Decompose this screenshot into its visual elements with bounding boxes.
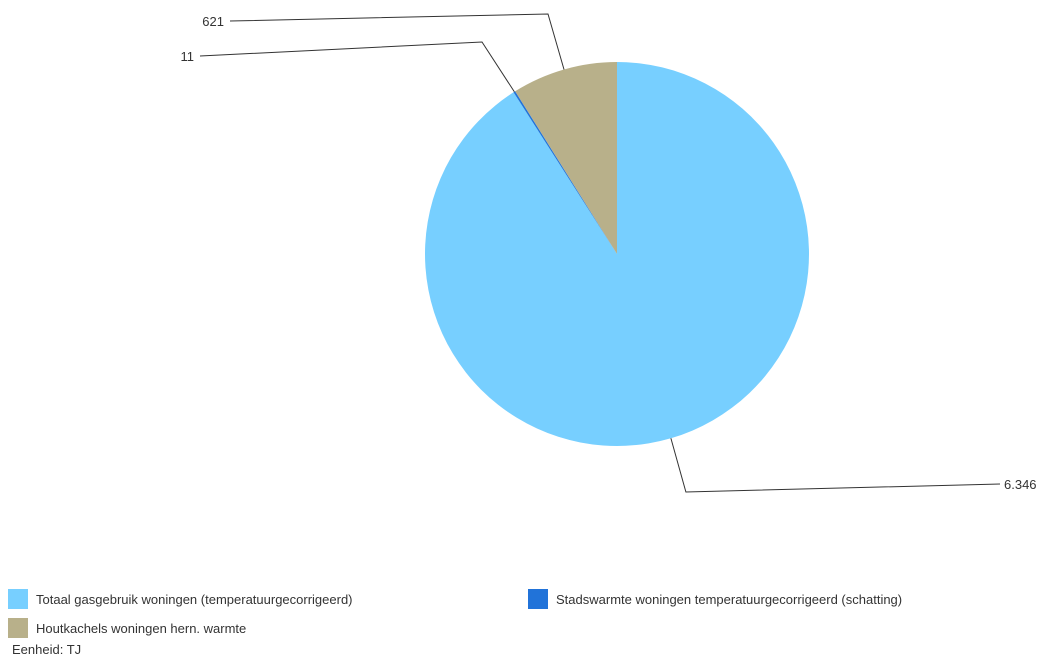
legend-label-gas: Totaal gasgebruik woningen (temperatuurg… [36, 591, 353, 607]
legend-label-stadswarmte: Stadswarmte woningen temperatuurgecorrig… [556, 591, 903, 607]
leader-lines [199, 13, 1001, 493]
pie-slice-gas[interactable] [425, 62, 810, 447]
legend-swatch-gas [8, 589, 28, 609]
legend: Totaal gasgebruik woningen (temperatuurg… [0, 580, 1054, 666]
pie-chart: 6.346 11 621 [181, 13, 1037, 493]
leader-line-stadswarmte [199, 41, 515, 93]
leader-line-houtkachels [229, 13, 565, 70]
legend-item-gas[interactable]: Totaal gasgebruik woningen (temperatuurg… [8, 589, 353, 609]
leader-line-gas [670, 438, 1001, 493]
legend-item-stadswarmte[interactable]: Stadswarmte woningen temperatuurgecorrig… [528, 589, 902, 609]
legend-item-houtkachels[interactable]: Houtkachels woningen hern. warmte [8, 618, 246, 638]
pie-slice-stadswarmte[interactable] [513, 91, 617, 255]
pie-slice-houtkachels[interactable] [515, 62, 617, 254]
legend-label-houtkachels: Houtkachels woningen hern. warmte [36, 620, 247, 636]
unit-note: Eenheid: TJ [12, 642, 82, 657]
legend-swatch-stadswarmte [528, 589, 548, 609]
legend-swatch-houtkachels [8, 618, 28, 638]
slice-label-houtkachels: 621 [202, 14, 224, 29]
slice-label-gas: 6.346 [1004, 477, 1037, 492]
slice-labels: 6.346 11 621 [181, 14, 1037, 492]
slice-label-stadswarmte: 11 [181, 49, 195, 64]
pie-slices [425, 62, 810, 447]
